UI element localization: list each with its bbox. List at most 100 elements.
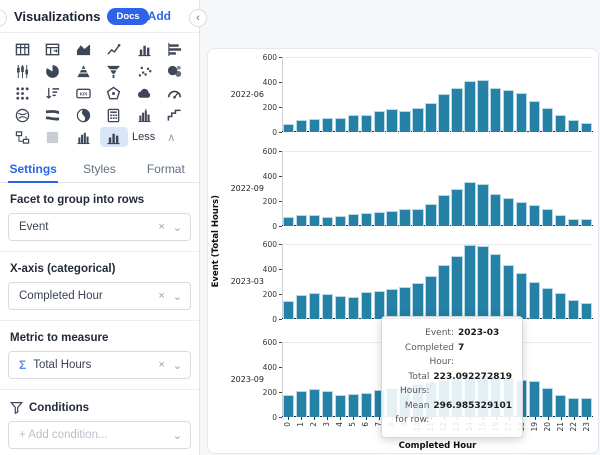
bar[interactable]: [321, 294, 334, 319]
clear-icon[interactable]: ×: [158, 359, 165, 371]
bar[interactable]: [295, 215, 308, 226]
bar[interactable]: [425, 102, 437, 132]
bar[interactable]: [464, 181, 476, 226]
bar[interactable]: [451, 189, 463, 226]
bar[interactable]: [490, 88, 502, 132]
bar[interactable]: [399, 110, 411, 132]
bar[interactable]: [529, 381, 541, 417]
line-chart-icon[interactable]: [100, 39, 128, 59]
sorted-bars-icon[interactable]: [39, 83, 67, 103]
bar[interactable]: [308, 389, 321, 417]
bar[interactable]: [477, 79, 489, 132]
bar[interactable]: [412, 108, 424, 132]
bar[interactable]: [282, 217, 295, 226]
pivot-table-icon[interactable]: [39, 39, 67, 59]
bar[interactable]: [321, 216, 334, 226]
bar[interactable]: [334, 118, 346, 132]
bar[interactable]: [554, 114, 567, 132]
bar[interactable]: [541, 387, 554, 417]
bar[interactable]: [334, 394, 346, 417]
bar[interactable]: [490, 193, 502, 226]
bar[interactable]: [308, 214, 321, 226]
swirl-chart-icon[interactable]: [69, 105, 97, 125]
histogram-small-icon[interactable]: [69, 127, 97, 147]
clear-icon[interactable]: ×: [158, 290, 165, 302]
bar[interactable]: [451, 88, 463, 132]
bar[interactable]: [541, 209, 554, 226]
bubble-map-icon[interactable]: [161, 61, 189, 81]
bar[interactable]: [425, 275, 437, 319]
bar[interactable]: [412, 282, 424, 319]
bar[interactable]: [580, 398, 593, 417]
radar-chart-icon[interactable]: [100, 83, 128, 103]
bar[interactable]: [386, 108, 398, 132]
bar[interactable]: [554, 214, 567, 226]
area-chart-icon[interactable]: [69, 39, 97, 59]
bar[interactable]: [438, 195, 450, 226]
less-toggle[interactable]: Less ∧: [130, 127, 191, 147]
kpi-icon[interactable]: KPI: [69, 83, 97, 103]
bar[interactable]: [580, 219, 593, 226]
bar[interactable]: [567, 299, 580, 319]
pie-chart-icon[interactable]: [39, 61, 67, 81]
bar[interactable]: [399, 208, 411, 226]
bar[interactable]: [516, 92, 528, 132]
bar[interactable]: [295, 294, 308, 319]
bar[interactable]: [373, 291, 385, 319]
bar[interactable]: [386, 289, 398, 319]
bar[interactable]: [464, 81, 476, 132]
bar[interactable]: [347, 115, 359, 132]
bar[interactable]: [554, 394, 567, 417]
horizontal-bar-chart-icon[interactable]: [161, 39, 189, 59]
bar[interactable]: [347, 214, 359, 226]
bar[interactable]: [282, 123, 295, 132]
bar[interactable]: [477, 184, 489, 226]
bar[interactable]: [334, 216, 346, 226]
bar[interactable]: [360, 392, 372, 417]
bar[interactable]: [373, 212, 385, 226]
bar[interactable]: [321, 391, 334, 417]
bar[interactable]: [503, 197, 515, 226]
metric-select[interactable]: Σ Total Hours × ⌄: [8, 351, 191, 379]
bar[interactable]: [529, 100, 541, 132]
bar[interactable]: [438, 93, 450, 132]
histogram-icon[interactable]: [130, 105, 158, 125]
cloud-icon[interactable]: [130, 83, 158, 103]
bar[interactable]: [282, 394, 295, 417]
candlestick-chart-icon[interactable]: [8, 61, 36, 81]
calculator-table-icon[interactable]: [100, 105, 128, 125]
tab-format[interactable]: Format: [146, 162, 185, 176]
sankey-chart-icon[interactable]: [39, 105, 67, 125]
clear-icon[interactable]: ×: [158, 221, 165, 233]
facet-select[interactable]: Event × ⌄: [8, 213, 191, 241]
bar-chart-active-icon[interactable]: [99, 127, 128, 147]
bar[interactable]: [412, 209, 424, 226]
bar[interactable]: [360, 213, 372, 226]
bar-chart-icon[interactable]: [130, 39, 158, 59]
bar[interactable]: [308, 118, 321, 132]
bar[interactable]: [477, 245, 489, 319]
bar[interactable]: [554, 293, 567, 319]
placeholder-icon[interactable]: [39, 127, 67, 147]
bar[interactable]: [529, 205, 541, 226]
bar[interactable]: [451, 255, 463, 319]
bar[interactable]: [347, 296, 359, 319]
bar[interactable]: [438, 264, 450, 319]
bar[interactable]: [567, 218, 580, 226]
flowchart-icon[interactable]: [8, 127, 36, 147]
bar[interactable]: [503, 265, 515, 319]
xaxis-select[interactable]: Completed Hour × ⌄: [8, 282, 191, 310]
collapse-left-panel-button[interactable]: ‹: [0, 9, 7, 27]
bar[interactable]: [580, 123, 593, 132]
pyramid-chart-icon[interactable]: [69, 61, 97, 81]
bar[interactable]: [386, 210, 398, 226]
scatter-plot-icon[interactable]: [130, 61, 158, 81]
bar[interactable]: [529, 281, 541, 319]
bar[interactable]: [516, 201, 528, 226]
bar[interactable]: [360, 115, 372, 132]
bar[interactable]: [567, 398, 580, 417]
bar[interactable]: [360, 291, 372, 319]
gauge-icon[interactable]: [161, 83, 189, 103]
table-icon[interactable]: [8, 39, 36, 59]
tab-settings[interactable]: Settings: [0, 155, 66, 183]
